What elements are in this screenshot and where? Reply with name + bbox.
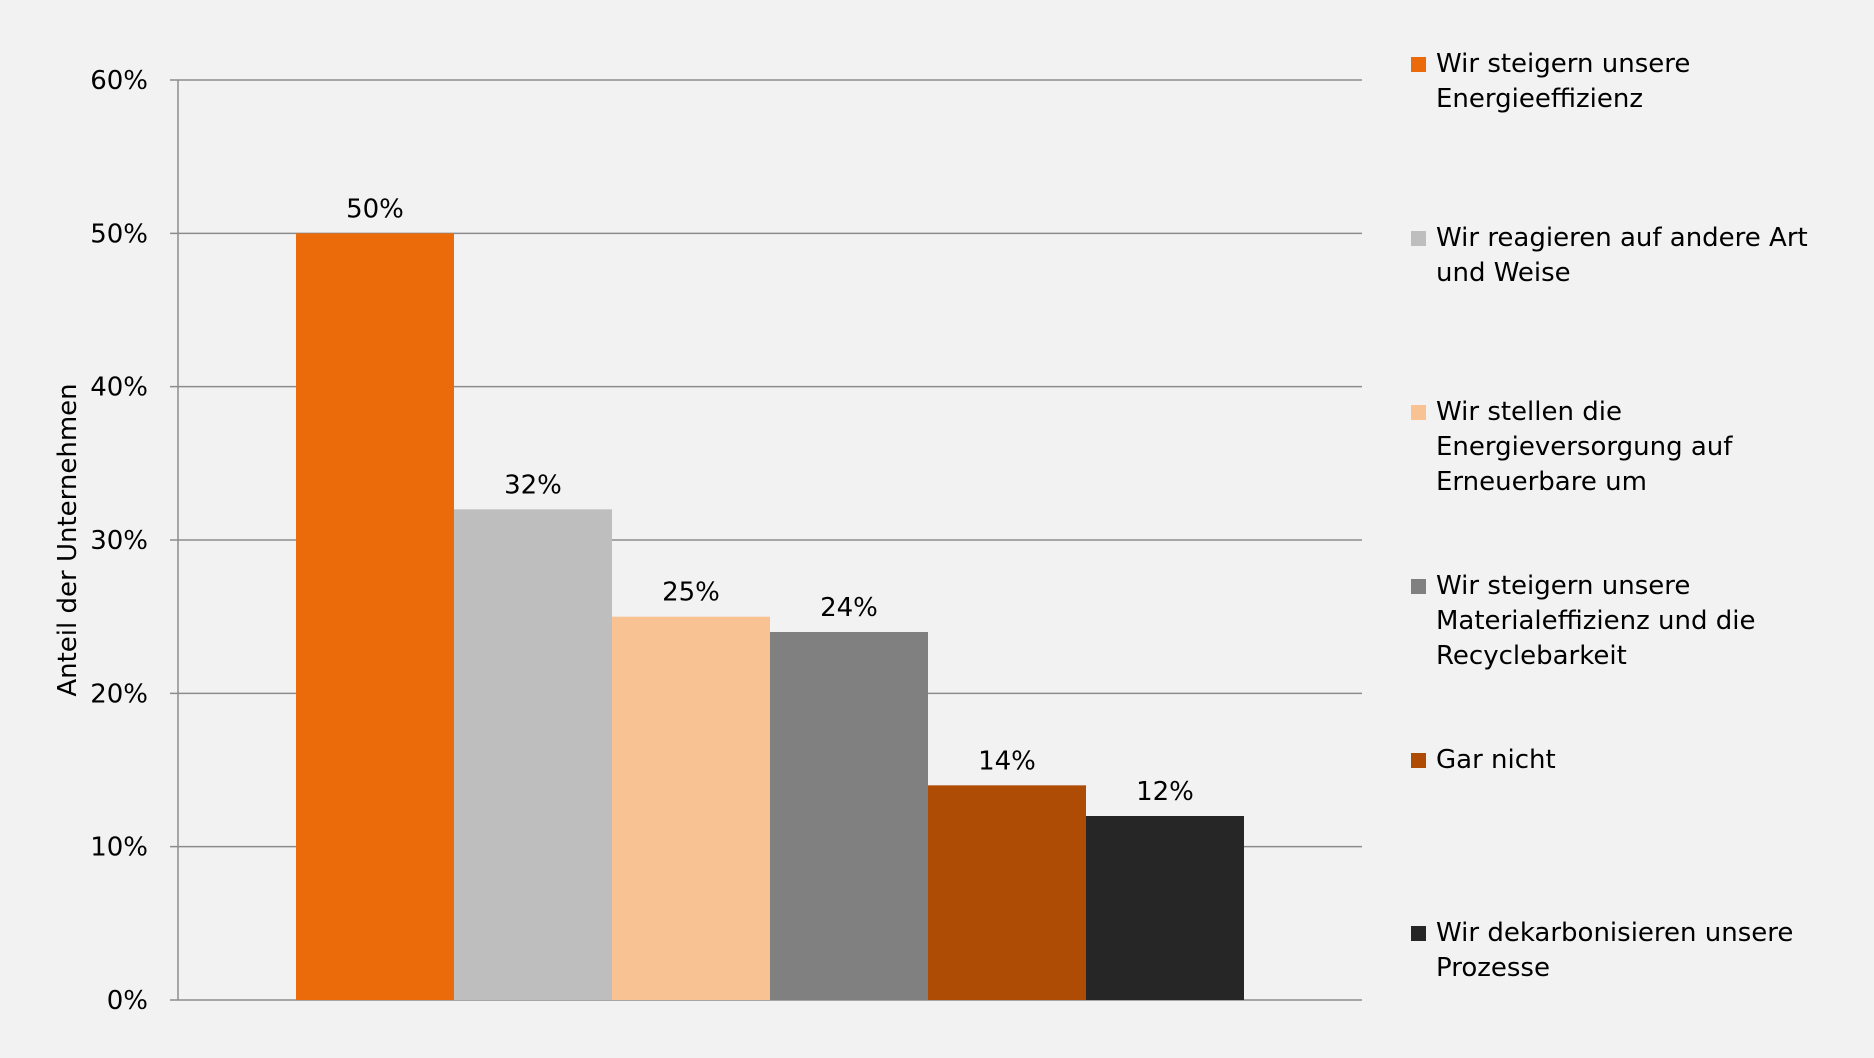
data-label: 32% <box>504 470 562 500</box>
bar <box>296 233 454 1001</box>
data-label: 24% <box>820 593 878 623</box>
bar <box>454 509 612 1000</box>
y-tick-label: 20% <box>90 679 148 709</box>
y-tick-label: 10% <box>90 833 148 863</box>
y-tick-label: 40% <box>90 373 148 403</box>
bar <box>928 785 1086 1000</box>
y-axis-title: Anteil der Unternehmen <box>53 383 83 696</box>
bar <box>770 632 928 1000</box>
bars <box>296 233 1244 1001</box>
legend-item: Wir stellen die Energieversorgung auf Er… <box>1411 395 1871 500</box>
legend-item: Wir dekarbonisieren unsere Prozesse <box>1411 916 1871 986</box>
y-tick-label: 0% <box>107 986 148 1016</box>
legend-label: Wir stellen die Energieversorgung auf Er… <box>1436 397 1733 497</box>
legend-swatch <box>1411 57 1426 72</box>
legend-label: Wir steigern unsere Energieeffizienz <box>1436 49 1691 114</box>
legend-item: Wir reagieren auf andere Art und Weise <box>1411 221 1871 291</box>
data-label: 50% <box>346 194 404 224</box>
bar <box>612 616 770 1000</box>
legend-label: Wir dekarbonisieren unsere Prozesse <box>1436 918 1794 983</box>
legend-swatch <box>1411 579 1426 594</box>
legend-item: Wir steigern unsere Energieeffizienz <box>1411 47 1871 117</box>
data-label: 14% <box>978 746 1036 776</box>
legend-label: Wir reagieren auf andere Art und Weise <box>1436 223 1808 288</box>
y-tick-label: 30% <box>90 526 148 556</box>
y-tick-labels: 0% 10% 20% 30% 40% 50% 60% <box>90 66 148 1016</box>
data-label: 25% <box>662 578 720 608</box>
data-label: 12% <box>1136 777 1194 807</box>
legend-swatch <box>1411 753 1426 768</box>
legend-swatch <box>1411 405 1426 420</box>
legend-label: Wir steigern unsere Materialeffizienz un… <box>1436 571 1756 671</box>
legend-swatch <box>1411 926 1426 941</box>
bar <box>1086 816 1244 1000</box>
data-labels: 50% 32% 25% 24% 14% 12% <box>346 194 1194 807</box>
legend-swatch <box>1411 231 1426 246</box>
y-tick-label: 50% <box>90 219 148 249</box>
legend-item: Gar nicht <box>1411 743 1871 778</box>
legend-label: Gar nicht <box>1436 745 1556 775</box>
legend-item: Wir steigern unsere Materialeffizienz un… <box>1411 569 1871 674</box>
y-tick-label: 60% <box>90 66 148 96</box>
